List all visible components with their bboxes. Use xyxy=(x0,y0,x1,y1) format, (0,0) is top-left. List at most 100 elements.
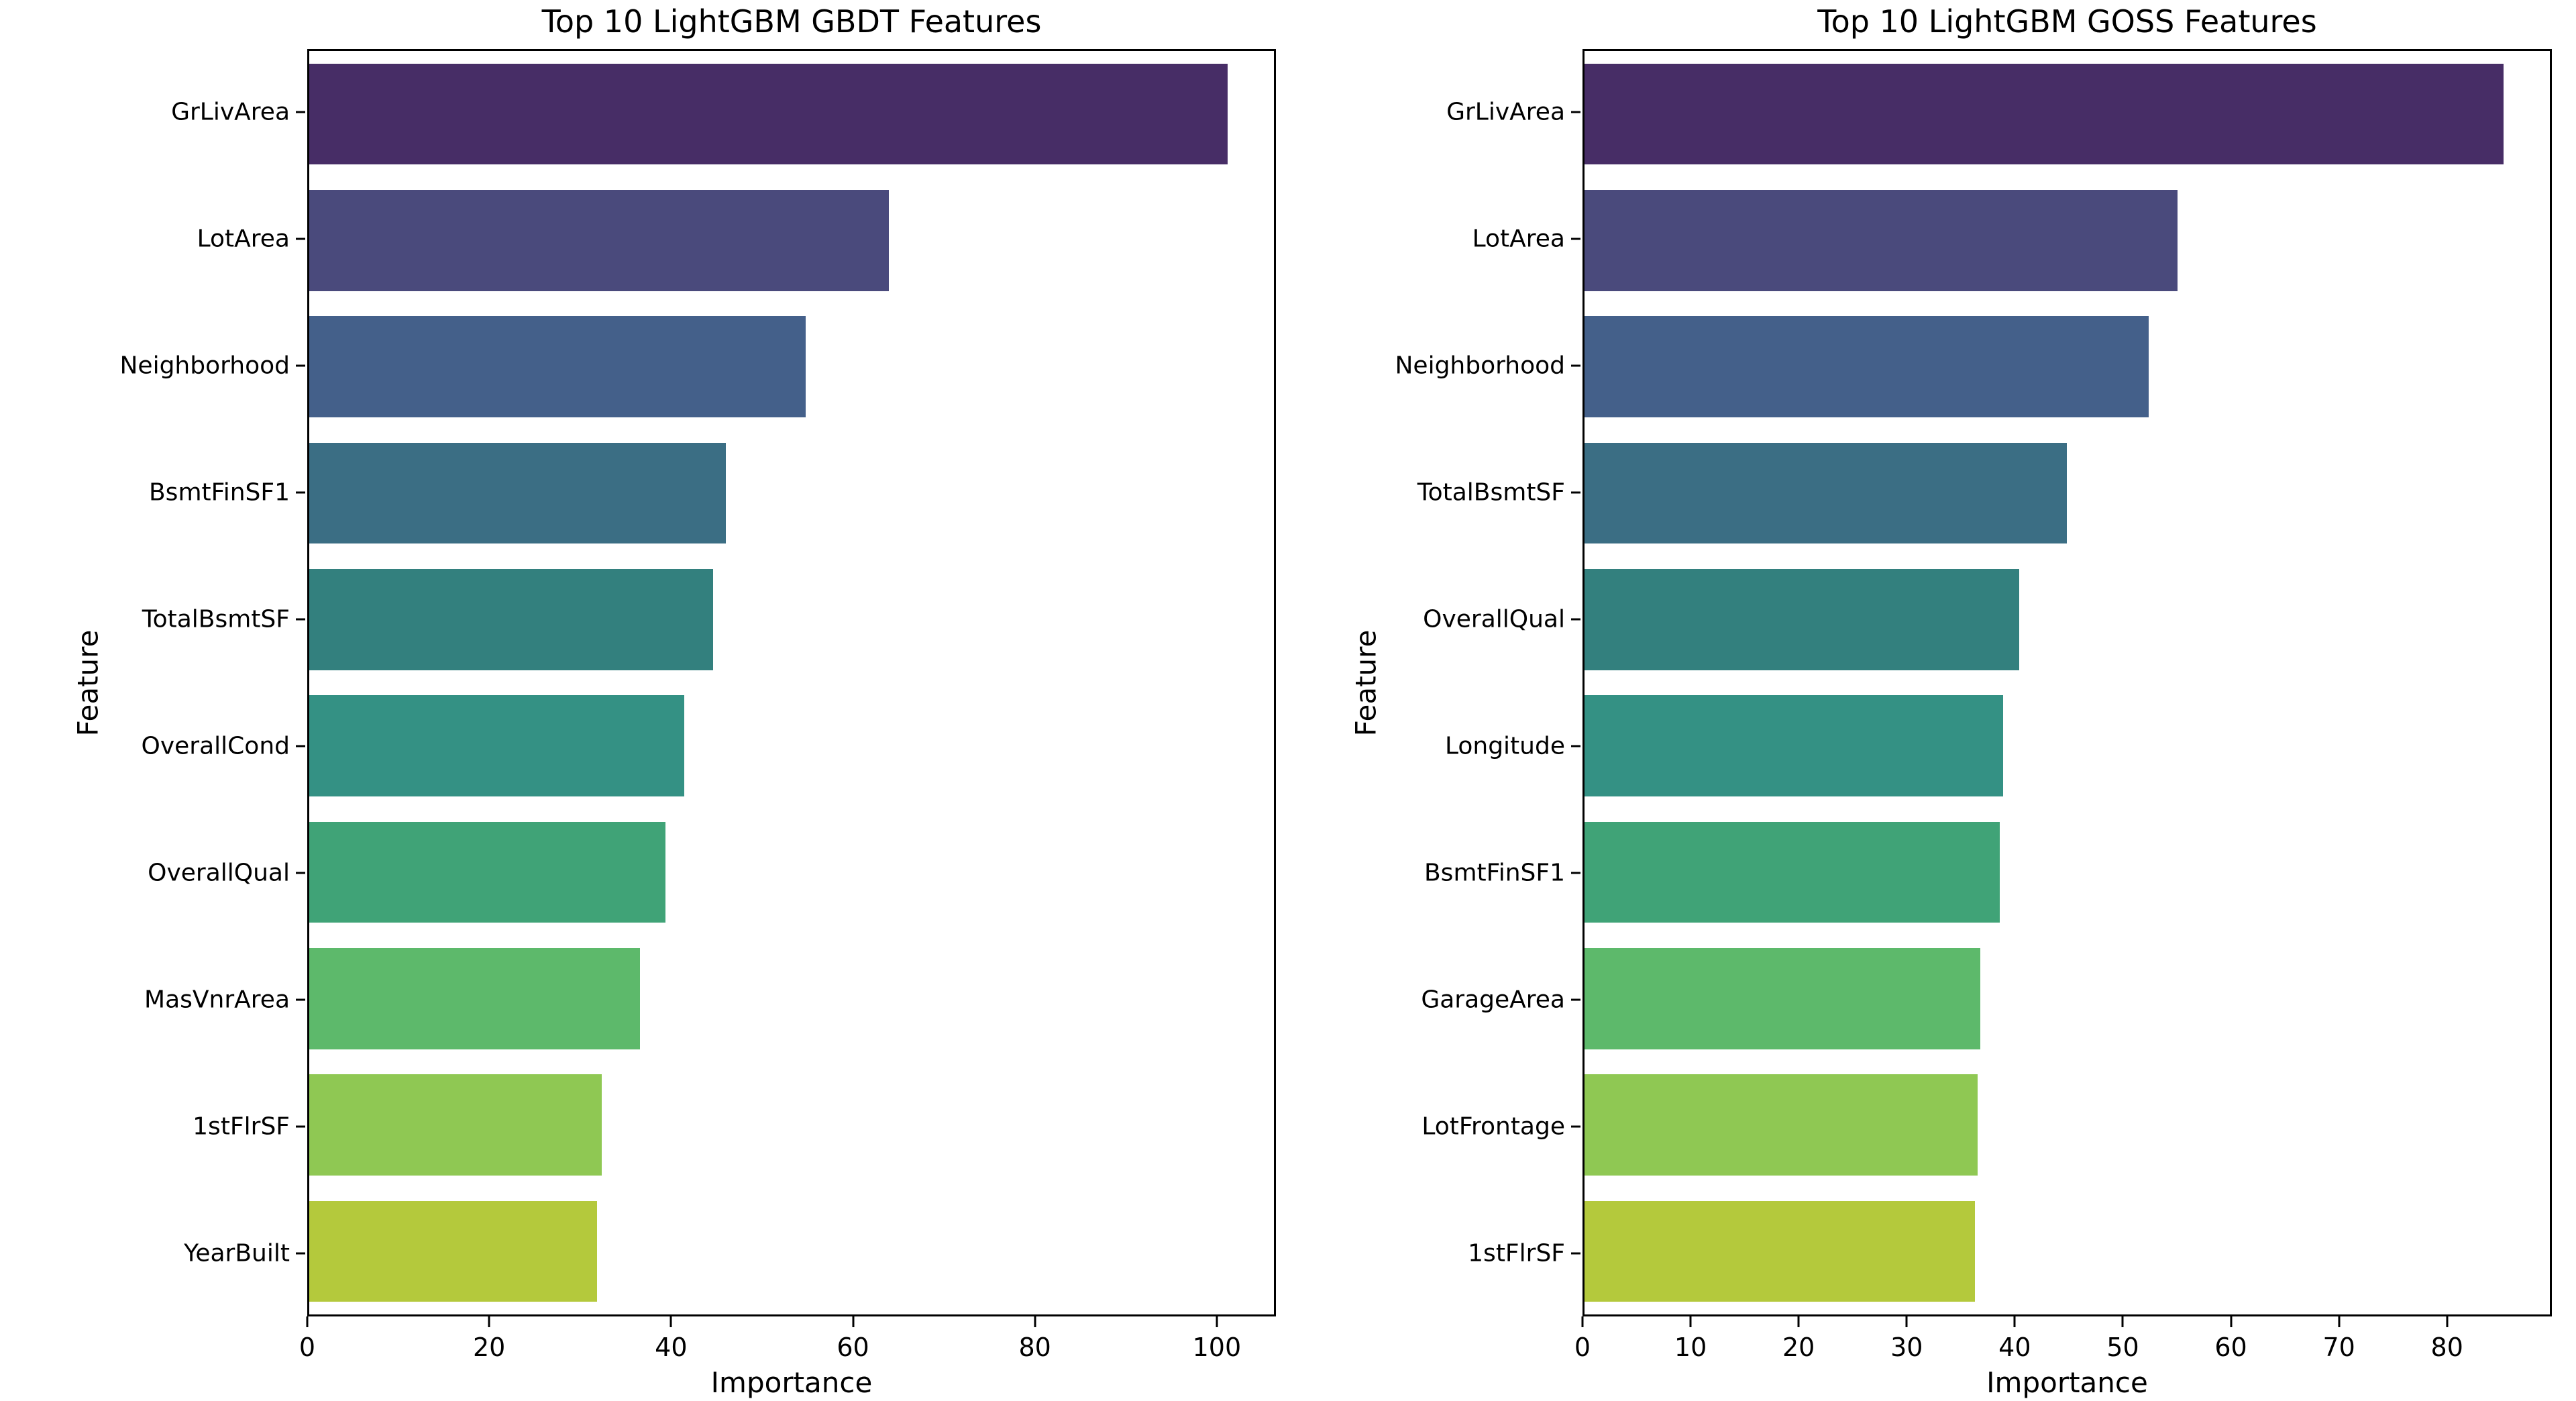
bar xyxy=(309,695,684,796)
chart-title: Top 10 LightGBM GBDT Features xyxy=(541,3,1042,40)
y-tick-mark xyxy=(296,745,305,747)
x-tick-mark xyxy=(1034,1316,1036,1327)
x-tick-label: 70 xyxy=(2322,1333,2355,1362)
x-tick-mark xyxy=(669,1316,672,1327)
y-tick-mark xyxy=(1571,491,1580,494)
y-tick-label: GrLivArea xyxy=(171,98,290,126)
bar xyxy=(1585,63,2504,165)
bar xyxy=(309,569,714,670)
y-tick-mark xyxy=(1571,364,1580,367)
bars-container xyxy=(309,51,1274,1314)
x-tick-label: 20 xyxy=(472,1333,506,1362)
y-tick-mark xyxy=(296,238,305,240)
x-tick-label: 60 xyxy=(837,1333,869,1362)
y-tick-label: BsmtFinSF1 xyxy=(1424,859,1565,887)
x-tick-mark xyxy=(1581,1316,1584,1327)
y-tick-label: TotalBsmtSF xyxy=(1417,478,1565,507)
y-tick-label: GarageArea xyxy=(1421,986,1565,1014)
y-tick-mark xyxy=(296,998,305,1001)
y-tick-label: YearBuilt xyxy=(184,1239,290,1267)
y-tick-label: LotArea xyxy=(197,225,290,253)
y-tick-mark xyxy=(296,111,305,113)
y-tick-mark xyxy=(296,1252,305,1255)
bar xyxy=(1585,316,2149,418)
x-tick-label: 60 xyxy=(2214,1333,2247,1362)
y-tick-mark xyxy=(1571,1252,1580,1255)
bar xyxy=(309,1074,602,1176)
y-tick-mark xyxy=(1571,745,1580,747)
x-tick-mark xyxy=(852,1316,855,1327)
bar xyxy=(1585,190,2178,291)
x-tick-mark xyxy=(2230,1316,2233,1327)
plot-area xyxy=(307,49,1276,1316)
x-tick-mark xyxy=(1797,1316,1800,1327)
bar xyxy=(309,947,640,1049)
x-axis-ticks: 0 20 40 60 80 100 xyxy=(299,1316,1276,1397)
plot-area xyxy=(1582,49,2552,1316)
bar xyxy=(1585,1200,1976,1302)
bar xyxy=(1585,569,2020,670)
x-tick-label: 100 xyxy=(1192,1333,1242,1362)
y-tick-mark xyxy=(1571,111,1580,113)
y-tick-mark xyxy=(1571,1125,1580,1128)
bar xyxy=(1585,1074,1978,1176)
y-axis-label: Feature xyxy=(71,629,105,736)
bar xyxy=(309,316,806,418)
y-tick-label: Neighborhood xyxy=(1395,352,1565,380)
x-axis-label: Importance xyxy=(1986,1366,2148,1399)
y-tick-label: MasVnrArea xyxy=(144,986,290,1014)
y-tick-label: OverallQual xyxy=(1423,605,1565,633)
x-tick-label: 50 xyxy=(2106,1333,2139,1362)
y-tick-label: OverallCond xyxy=(141,732,290,760)
x-axis-ticks: 0 10 20 30 40 50 60 70 80 xyxy=(1574,1316,2552,1397)
x-tick-mark xyxy=(488,1316,490,1327)
x-tick-label: 40 xyxy=(1998,1333,2031,1362)
y-tick-mark xyxy=(296,618,305,621)
y-tick-mark xyxy=(296,872,305,874)
bar xyxy=(309,190,890,291)
bar xyxy=(1585,695,2004,796)
y-tick-mark xyxy=(296,364,305,367)
y-tick-mark xyxy=(1571,872,1580,874)
y-axis-label: Feature xyxy=(1349,629,1383,736)
y-tick-label: Neighborhood xyxy=(119,352,290,380)
y-tick-mark xyxy=(296,1125,305,1128)
x-tick-mark xyxy=(2338,1316,2341,1327)
x-tick-mark xyxy=(1689,1316,1692,1327)
y-tick-label: LotFrontage xyxy=(1421,1112,1565,1141)
y-tick-label: GrLivArea xyxy=(1446,98,1565,126)
x-tick-label: 10 xyxy=(1674,1333,1707,1362)
x-tick-label: 80 xyxy=(1018,1333,1051,1362)
y-tick-marks xyxy=(1571,49,1582,1316)
y-tick-label: OverallQual xyxy=(148,859,290,887)
x-tick-label: 0 xyxy=(299,1333,316,1362)
y-tick-label: BsmtFinSF1 xyxy=(148,478,290,507)
bar xyxy=(309,821,665,923)
bar xyxy=(309,442,727,544)
y-tick-mark xyxy=(1571,618,1580,621)
x-tick-label: 40 xyxy=(655,1333,688,1362)
x-tick-mark xyxy=(2013,1316,2016,1327)
bars-container xyxy=(1585,51,2550,1314)
bar xyxy=(1585,947,1981,1049)
x-tick-mark xyxy=(2446,1316,2449,1327)
bar xyxy=(1585,821,2000,923)
x-tick-label: 20 xyxy=(1782,1333,1815,1362)
y-tick-label: Longitude xyxy=(1444,732,1565,760)
x-tick-label: 30 xyxy=(1890,1333,1923,1362)
y-tick-labels: GrLivArea LotArea Neighborhood TotalBsmtSF O… xyxy=(0,49,1565,1316)
y-tick-mark xyxy=(1571,238,1580,240)
chart-title: Top 10 LightGBM GOSS Features xyxy=(1817,3,2317,40)
x-tick-mark xyxy=(1905,1316,1908,1327)
x-axis-label: Importance xyxy=(710,1366,873,1399)
bar xyxy=(309,1200,598,1302)
x-tick-mark xyxy=(1216,1316,1218,1327)
y-tick-mark xyxy=(296,491,305,494)
x-tick-mark xyxy=(2121,1316,2124,1327)
y-tick-label: 1stFlrSF xyxy=(1468,1239,1565,1267)
x-tick-label: 0 xyxy=(1574,1333,1591,1362)
y-tick-label: 1stFlrSF xyxy=(193,1112,290,1141)
y-tick-label: TotalBsmtSF xyxy=(142,605,290,633)
